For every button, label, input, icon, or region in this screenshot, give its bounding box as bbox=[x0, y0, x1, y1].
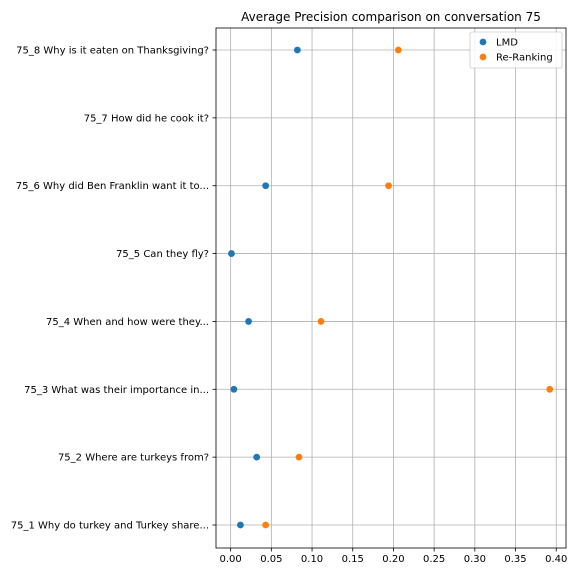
y-tick-label: 75_4 When and how were they... bbox=[46, 317, 209, 328]
x-tick-label: 0.20 bbox=[382, 554, 404, 565]
re-ranking-point bbox=[262, 521, 270, 529]
re-ranking-point bbox=[394, 46, 402, 54]
lmd-point bbox=[262, 182, 270, 190]
x-tick-label: 0.30 bbox=[464, 554, 486, 565]
legend: LMD Re-Ranking bbox=[469, 31, 563, 69]
x-tick-label: 0.10 bbox=[301, 554, 323, 565]
x-tick-label: 0.05 bbox=[260, 554, 282, 565]
x-tick-label: 0.35 bbox=[504, 554, 526, 565]
y-tick-label: 75_6 Why did Ben Franklin want it to... bbox=[16, 181, 209, 192]
y-tick-label: 75_5 Can they fly? bbox=[116, 249, 209, 260]
re-ranking-point bbox=[546, 385, 554, 393]
lmd-point bbox=[293, 46, 301, 54]
x-tick-label: 0.25 bbox=[423, 554, 445, 565]
chart-title: Average Precision comparison on conversa… bbox=[241, 10, 541, 24]
plot-frame bbox=[215, 27, 567, 549]
x-tick-label: 0.15 bbox=[342, 554, 364, 565]
lmd-point bbox=[245, 318, 252, 325]
lmd-point bbox=[253, 453, 261, 461]
re-ranking-point bbox=[385, 182, 392, 190]
y-tick-label: 75_1 Why do turkey and Turkey share... bbox=[11, 521, 209, 532]
y-tick-label: 75_8 Why is it eaten on Thanksgiving? bbox=[16, 46, 209, 57]
legend-label: Re-Ranking bbox=[496, 53, 553, 64]
legend-marker bbox=[479, 38, 487, 46]
lmd-point bbox=[237, 521, 244, 529]
re-ranking-point bbox=[317, 318, 325, 325]
legend-label: LMD bbox=[496, 38, 518, 49]
lmd-point bbox=[228, 250, 235, 257]
y-tick-label: 75_2 Where are turkeys from? bbox=[58, 453, 209, 464]
y-tick-label: 75_7 How did he cook it? bbox=[84, 113, 209, 124]
legend-marker bbox=[479, 53, 487, 61]
y-tick-label: 75_3 What was their importance in... bbox=[24, 385, 209, 396]
legend-box bbox=[469, 31, 563, 69]
x-tick-label: 0.40 bbox=[545, 554, 567, 565]
lmd-point bbox=[230, 385, 238, 393]
x-tick-label: 0.00 bbox=[220, 554, 242, 565]
re-ranking-point bbox=[295, 453, 303, 461]
